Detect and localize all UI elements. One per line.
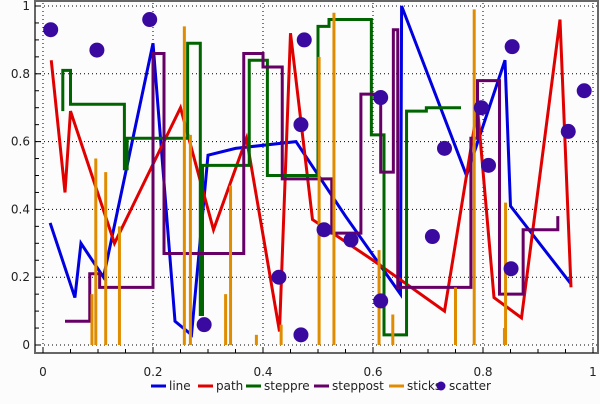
series-line-path [49,19,573,332]
x-tick-label: 0.6 [363,365,382,379]
legend-label: steppre [264,379,310,393]
x-tick-label: 0 [39,365,47,379]
legend: line path steppre steppost sticks scatte… [151,379,491,393]
scatter-point [481,157,496,173]
y-tick-label: 0.2 [11,270,30,284]
scatter-point [316,222,332,238]
legend-swatch [436,381,446,391]
legend-item-path: path [198,379,243,393]
scatter-point [576,83,592,99]
scatter-point [293,117,309,133]
x-axis-tick-labels: 0 0.2 0.4 0.6 0.8 1 [39,365,597,379]
scatter-point [504,39,520,55]
scatter-point [437,140,452,156]
scatter-point [560,123,576,139]
scatter-point [271,269,287,285]
scatter-point [373,90,389,106]
y-tick-label: 1 [22,0,30,13]
scatter-point [424,229,440,245]
series-steppre [61,18,461,337]
x-tick-label: 0.2 [143,365,162,379]
legend-label: scatter [449,379,491,393]
x-tick-label: 0.4 [253,365,272,379]
scatter-point [196,317,212,333]
y-tick-label: 0.4 [11,202,30,216]
legend-item-sticks: sticks [389,379,441,393]
series-layer [43,5,592,345]
scatter-point [373,293,389,309]
scatter-point [343,232,359,248]
scatter-point [296,32,312,48]
legend-item-scatter: scatter [436,379,491,393]
scatter-point [43,22,59,38]
legend-item-steppre: steppre [246,379,310,393]
y-axis-tick-labels: 0 0.2 0.4 0.6 0.8 1 [11,0,30,352]
x-tick-label: 0.8 [473,365,492,379]
series-path [49,19,573,332]
scatter-point [503,261,519,277]
series-line-steppre [61,18,461,337]
legend-item-line: line [151,379,191,393]
legend-label: sticks [407,379,441,393]
legend-label: steppost [332,379,384,393]
legend-item-steppost: steppost [314,379,384,393]
series-sticks [90,9,508,345]
legend-label: line [169,379,191,393]
y-tick-label: 0.6 [11,135,30,149]
x-tick-label: 1 [589,365,597,379]
scatter-point [473,100,489,116]
y-tick-label: 0 [22,338,30,352]
axis-ticks [35,5,594,353]
series-scatter [43,12,592,343]
series-line-steppost [65,28,560,323]
legend-label: path [216,379,243,393]
y-tick-label: 0.8 [11,67,30,81]
series-steppost [65,28,560,323]
scatter-point [142,12,158,28]
scatter-point [89,42,105,58]
scatter-point [293,327,309,343]
